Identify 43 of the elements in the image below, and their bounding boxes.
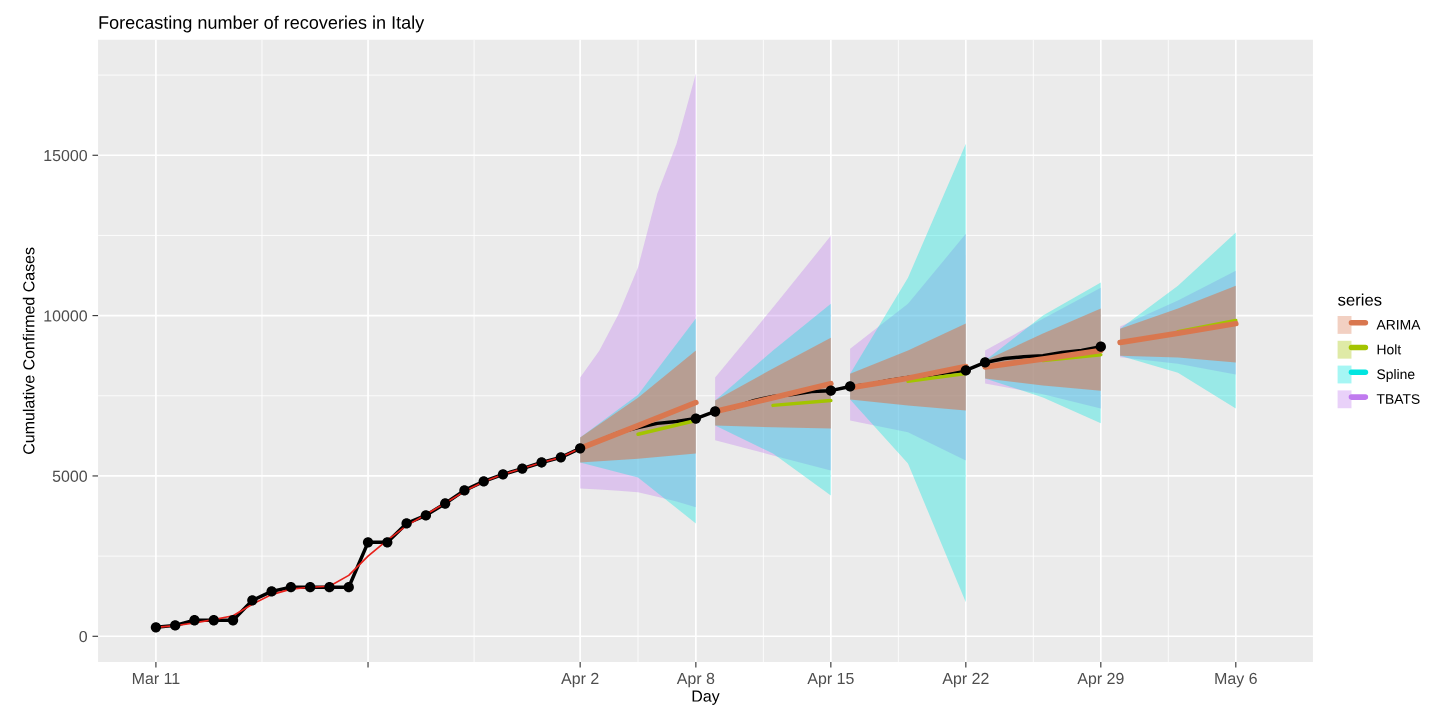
point xyxy=(497,469,509,480)
point xyxy=(478,476,489,487)
point xyxy=(690,413,702,424)
point xyxy=(150,622,162,633)
point xyxy=(459,485,470,496)
point xyxy=(517,463,528,474)
point xyxy=(208,615,219,626)
point xyxy=(227,615,239,626)
point xyxy=(266,586,277,597)
x-tick-label: Apr 22 xyxy=(942,672,989,688)
legend-label: TBATS xyxy=(1376,394,1420,404)
x-tick-label: Apr 8 xyxy=(676,672,715,688)
y-tick-label: 10000 xyxy=(44,310,88,322)
point xyxy=(401,518,412,529)
y-tick-label: 15000 xyxy=(44,149,88,162)
x-tick-label: Apr 2 xyxy=(561,672,599,688)
legend-label: ARIMA xyxy=(1376,319,1421,330)
legend-label: Holt xyxy=(1377,344,1402,355)
point xyxy=(285,582,297,593)
point xyxy=(575,443,586,454)
point xyxy=(420,510,432,521)
x-tick-label: Mar 11 xyxy=(132,672,180,685)
x-tick-label: May 6 xyxy=(1215,672,1257,688)
x-axis-title: Day xyxy=(692,690,720,705)
point xyxy=(440,498,451,509)
y-axis-title: Cumulative Confirmed Cases xyxy=(22,247,35,454)
point xyxy=(170,620,181,631)
x-tick-label: Apr 15 xyxy=(807,672,854,688)
point xyxy=(382,537,393,548)
point xyxy=(189,615,200,626)
x-tick-label: Apr 29 xyxy=(1077,672,1124,688)
point xyxy=(343,582,354,593)
point xyxy=(324,582,335,593)
legend-label: Spline xyxy=(1377,369,1415,382)
legend-title: series xyxy=(1338,293,1382,306)
y-tick-label: 0 xyxy=(79,630,88,643)
chart-title: Forecasting number of recoveries in Italy xyxy=(99,15,425,33)
point xyxy=(536,457,547,468)
y-tick-label: 5000 xyxy=(52,470,88,482)
point xyxy=(555,452,567,463)
point xyxy=(247,595,258,606)
point xyxy=(362,537,374,548)
point xyxy=(305,582,316,593)
